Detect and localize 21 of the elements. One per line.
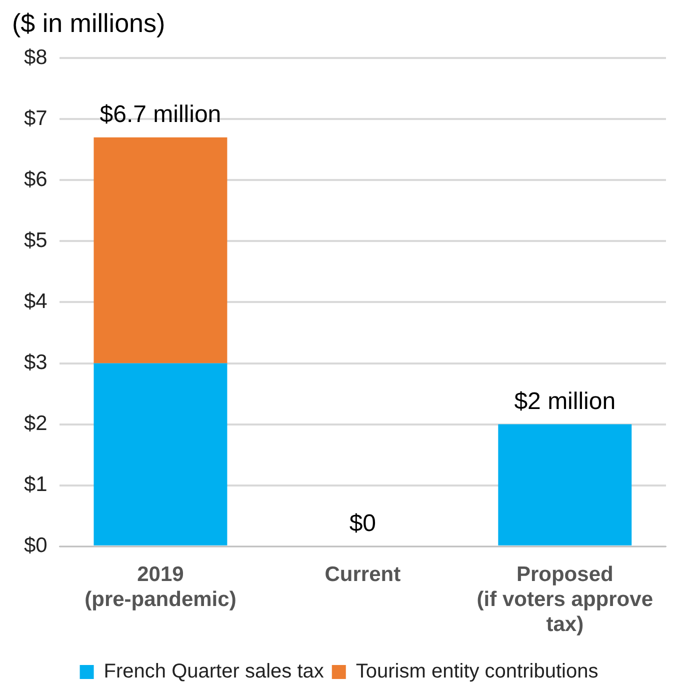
y-tick-label: $1: [24, 473, 48, 496]
y-tick-label: $0: [24, 534, 48, 558]
bar: [498, 424, 632, 546]
legend-label: Tourism entity contributions: [356, 660, 598, 683]
y-axis-title: ($ in millions): [12, 8, 166, 38]
y-tick-label: $4: [24, 290, 48, 313]
bar: [94, 363, 228, 546]
x-tick-label: Proposed (if voters approve tax): [476, 562, 653, 636]
y-tick-label: $5: [24, 228, 48, 252]
y-tick-label: $7: [24, 106, 48, 130]
x-tick-label: 2019 (pre-pandemic): [84, 562, 236, 611]
y-tick-label: $3: [24, 351, 48, 374]
total-label: $0: [349, 510, 376, 538]
legend-label: French Quarter sales tax: [104, 660, 324, 683]
y-tick-label: $8: [24, 46, 48, 69]
total-label: $6.7 million: [100, 100, 222, 128]
y-tick-label: $6: [24, 168, 48, 191]
total-label: $2 million: [514, 388, 616, 415]
y-tick-label: $2: [24, 412, 48, 436]
bar: [94, 137, 228, 364]
x-tick-label: Current: [324, 562, 401, 586]
